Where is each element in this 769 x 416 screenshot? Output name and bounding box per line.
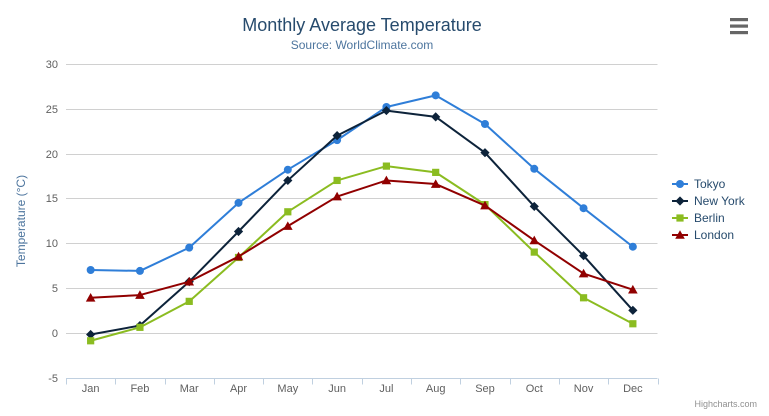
series-marker-tokyo xyxy=(135,266,144,275)
x-axis-label: Nov xyxy=(574,383,594,395)
hamburger-menu-icon xyxy=(730,18,748,22)
series-marker-new-york xyxy=(480,148,490,158)
y-axis-label: 0 xyxy=(52,328,58,340)
legend-item-london[interactable]: London xyxy=(672,228,734,242)
series-marker-london xyxy=(529,235,540,245)
series-marker-london xyxy=(578,268,589,278)
series-marker-berlin xyxy=(382,162,390,170)
legend-marker-tokyo-icon xyxy=(676,180,684,188)
legend-label-tokyo: Tokyo xyxy=(694,177,726,191)
series-marker-london xyxy=(135,290,145,299)
series-marker-tokyo xyxy=(185,243,194,252)
series-line-new-york xyxy=(89,109,634,336)
legend-marker-berlin-icon xyxy=(676,214,684,222)
gridlines-group xyxy=(66,64,658,379)
series-marker-tokyo xyxy=(628,242,637,251)
chart-subtitle: Source: WorldClimate.com xyxy=(291,38,434,52)
series-marker-berlin xyxy=(629,320,637,328)
legend-item-berlin[interactable]: Berlin xyxy=(672,211,725,225)
series-marker-berlin xyxy=(185,297,193,305)
series-marker-tokyo xyxy=(579,204,588,213)
x-axis-label: Jan xyxy=(82,383,100,395)
series-line-tokyo xyxy=(89,94,634,272)
legend-marker-london-icon xyxy=(675,230,685,239)
series-tokyo xyxy=(86,91,637,275)
axis-labels-group: -5 0 5 10 15 20 25 30 Jan Feb Mar Apr May Jun Jul Aug Se… xyxy=(46,59,643,395)
legend-marker-new-york-icon xyxy=(675,196,685,206)
x-axis-label: Jul xyxy=(379,383,393,395)
series-marker-new-york xyxy=(381,105,391,116)
hamburger-menu-icon xyxy=(730,31,748,35)
hamburger-menu-icon xyxy=(730,24,748,28)
series-marker-london xyxy=(233,251,244,261)
y-axis-label: 5 xyxy=(52,283,58,295)
series-marker-tokyo xyxy=(86,266,95,275)
legend-item-tokyo[interactable]: Tokyo xyxy=(672,177,726,191)
credits-label: Highcharts.com xyxy=(694,399,757,409)
y-axis-label: 15 xyxy=(46,193,58,205)
y-axis-label: 10 xyxy=(46,238,58,250)
x-axis-label: Sep xyxy=(475,383,495,395)
x-axis-label: Dec xyxy=(623,383,643,395)
series-marker-berlin xyxy=(333,176,341,185)
series-marker-new-york xyxy=(431,112,441,122)
series-marker-berlin xyxy=(284,208,292,216)
x-axis-label: Aug xyxy=(426,383,446,395)
series-marker-london xyxy=(184,276,195,286)
series-marker-london xyxy=(283,221,293,230)
series-marker-london xyxy=(430,179,441,188)
series-marker-london xyxy=(332,191,342,201)
series-marker-new-york xyxy=(578,251,589,261)
series-new-york xyxy=(86,105,638,340)
series-marker-berlin xyxy=(530,248,538,256)
series-marker-new-york xyxy=(529,201,539,212)
series-line-london xyxy=(89,179,634,299)
x-axis-label: May xyxy=(277,383,298,395)
y-axis-label: 20 xyxy=(46,149,58,161)
legend-label-berlin: Berlin xyxy=(694,211,725,225)
y-axis-title: Temperature (°C) xyxy=(14,175,28,267)
x-axis-label: Feb xyxy=(130,383,149,395)
series-marker-london xyxy=(628,284,638,294)
series-berlin xyxy=(87,162,637,345)
y-axis-label: -5 xyxy=(48,373,58,385)
series-marker-new-york xyxy=(283,175,293,186)
legend-item-new-york[interactable]: New York xyxy=(672,194,746,208)
series-marker-london xyxy=(85,292,96,302)
series-marker-tokyo xyxy=(530,164,539,173)
legend-group: Tokyo New York Berlin London xyxy=(672,177,746,242)
x-axis-label: Apr xyxy=(230,383,247,395)
series-marker-tokyo xyxy=(480,120,489,129)
series-marker-berlin xyxy=(432,168,440,176)
chart-title: Monthly Average Temperature xyxy=(242,15,481,35)
series-marker-new-york xyxy=(628,305,638,315)
x-axis-label: Oct xyxy=(526,383,543,395)
series-marker-london xyxy=(480,200,490,210)
x-axis-label: Jun xyxy=(328,383,346,395)
series-group xyxy=(85,91,638,345)
legend-label-new-york: New York xyxy=(694,194,746,208)
export-menu-button[interactable] xyxy=(730,18,748,35)
series-marker-new-york xyxy=(233,226,244,237)
y-axis-label: 25 xyxy=(46,104,58,116)
x-axis-label: Mar xyxy=(180,383,199,395)
series-marker-berlin xyxy=(87,337,95,345)
series-marker-london xyxy=(381,175,392,185)
series-marker-tokyo xyxy=(234,198,243,207)
legend-label-london: London xyxy=(694,228,734,242)
series-marker-tokyo xyxy=(431,91,440,100)
series-marker-tokyo xyxy=(283,165,292,174)
series-marker-berlin xyxy=(136,323,144,331)
y-axis-label: 30 xyxy=(46,59,58,71)
axes-group xyxy=(66,378,659,385)
series-marker-new-york xyxy=(332,131,342,141)
series-marker-new-york xyxy=(86,329,96,340)
series-line-berlin xyxy=(89,165,634,342)
series-marker-berlin xyxy=(579,294,588,302)
series-london xyxy=(85,175,638,302)
